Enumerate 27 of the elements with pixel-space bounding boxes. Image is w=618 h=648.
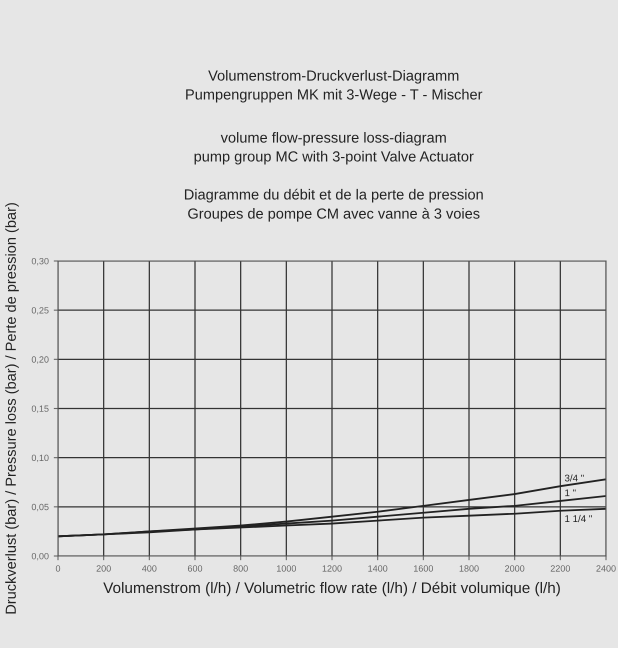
x-axis-title: Volumenstrom (l/h) / Volumetric flow rate (l/h) / Débit volumique (l/h)	[103, 582, 560, 596]
x-tick-label: 2400	[596, 565, 616, 572]
x-tick-label: 600	[188, 565, 202, 572]
y-axis-title: Druckverlust (bar) / Pressure loss (bar) / Perte de pression (bar)	[5, 203, 19, 614]
x-tick-label: 2000	[505, 565, 524, 572]
series-label: 3/4 "	[564, 474, 584, 482]
y-tick-label: 0,30	[32, 258, 49, 266]
text: volume flow-pressure loss-diagram pump group MC with 3-point Valve Actuator Diagramme du débit et de la perte de pression Groupes de pompe CM avec vanne à 3 voies	[184, 132, 483, 222]
x-tick-label: 200	[96, 565, 111, 572]
x-tick-label: 400	[142, 565, 157, 572]
x-tick-label: 1400	[368, 565, 388, 572]
y-tick-label: 0,25	[32, 307, 49, 315]
x-tick-label: 0	[56, 565, 60, 572]
y-tick-label: 0,00	[32, 552, 49, 560]
x-tick-label: 800	[234, 565, 248, 572]
x-tick-label: 1600	[414, 565, 434, 572]
y-tick-label: 0,15	[32, 405, 49, 413]
y-tick-label: 0,20	[32, 356, 49, 364]
x-tick-label: 1200	[322, 565, 342, 572]
chart-title: Volumenstrom-Druckverlust-Diagramm Pumpengruppen MK mit 3-Wege - T - Mischer	[186, 70, 482, 102]
series-label: 1 1/4 "	[565, 514, 592, 522]
y-tick-label: 0,10	[32, 454, 49, 462]
x-tick-label: 2200	[550, 565, 570, 572]
series-label: 1 "	[565, 489, 576, 496]
y-tick-label: 0,05	[32, 504, 49, 512]
x-tick-label: 1800	[460, 565, 479, 572]
x-tick-label: 1000	[276, 565, 296, 572]
